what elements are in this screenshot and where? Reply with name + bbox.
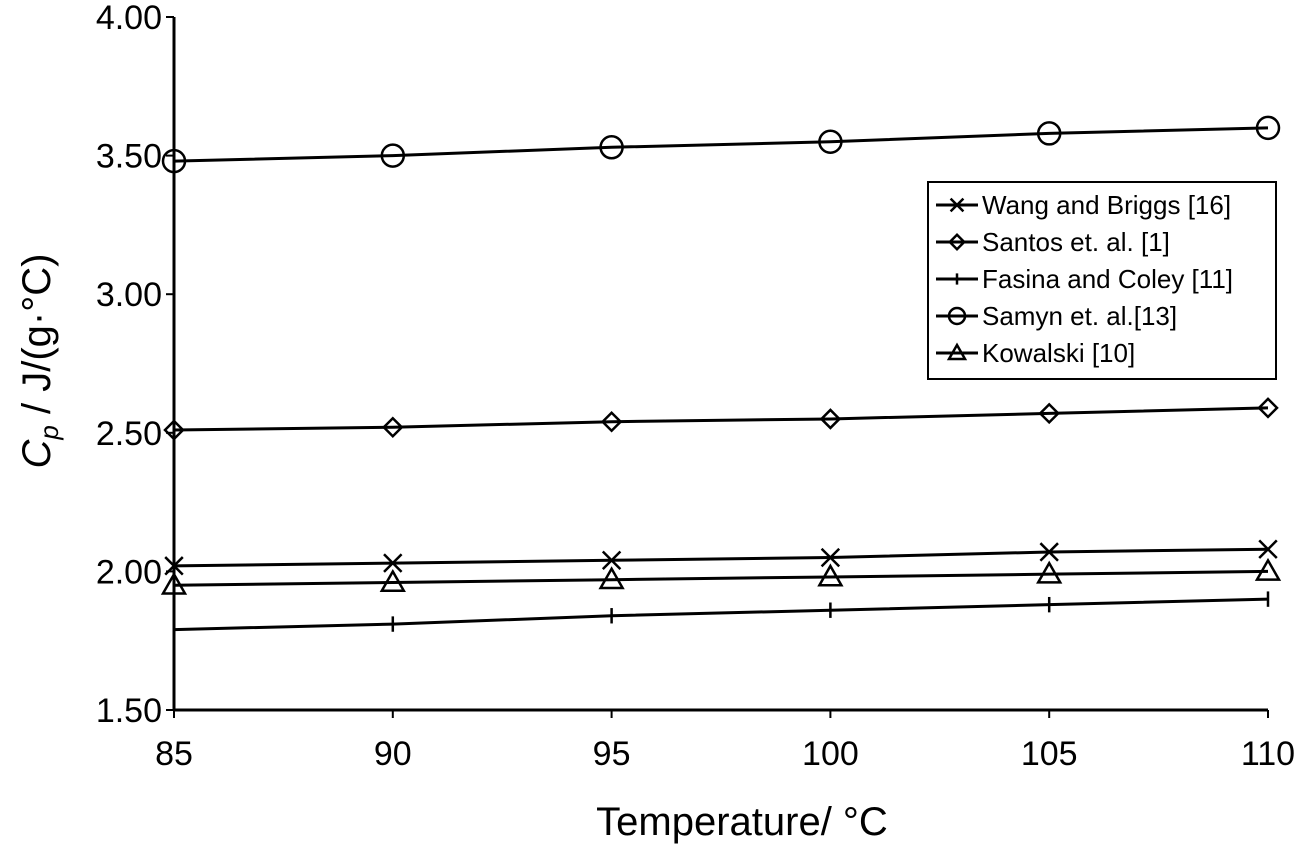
x-tick-label: 95 — [593, 735, 631, 773]
legend-item: Kowalski [10] — [936, 338, 1135, 368]
x-tick-label: 100 — [802, 735, 859, 773]
data-point — [1038, 402, 1060, 425]
data-point — [1036, 560, 1063, 584]
series-line — [173, 406, 1269, 432]
series-line — [173, 547, 1269, 568]
x-axis-title: Temperature/ °C — [596, 800, 888, 844]
series-circle — [161, 115, 1281, 174]
y-tick-label: 3.50 — [96, 138, 162, 176]
y-tick-label: 4.00 — [96, 0, 162, 37]
legend-item: Wang and Briggs [16] — [936, 190, 1231, 220]
series-line — [173, 569, 1269, 587]
series-line — [173, 126, 1269, 163]
axes: 1.50 2.00 2.50 3.00 3.50 4.00 85 90 95 100 105 110 — [96, 0, 1295, 773]
legend-item: Samyn et. al.[13] — [936, 301, 1177, 331]
x-tick-label: 85 — [155, 735, 193, 773]
data-point — [382, 416, 404, 439]
data-point — [598, 566, 625, 590]
data-point — [601, 550, 622, 570]
data-point — [379, 568, 406, 592]
x-tick-label: 90 — [374, 735, 412, 773]
legend-label: Samyn et. al.[13] — [982, 301, 1177, 331]
legend-item: Fasina and Coley [11] — [936, 264, 1233, 294]
data-point — [1257, 397, 1279, 419]
y-axis-title-main: C — [15, 438, 59, 468]
data-point — [599, 135, 624, 160]
series-x — [164, 539, 1278, 576]
data-point — [1254, 557, 1282, 581]
data-point — [1036, 121, 1062, 146]
legend-label: Wang and Briggs [16] — [982, 190, 1231, 220]
legend-item: Santos et. al. [1] — [936, 227, 1170, 257]
series-triangle — [160, 557, 1282, 595]
legend-label: Kowalski [10] — [982, 338, 1135, 368]
legend-marker — [946, 342, 968, 361]
legend-marker — [947, 306, 967, 326]
data-point — [818, 129, 843, 154]
data-point — [1258, 539, 1278, 559]
y-axis-title: Cp / J/(g·°C) — [15, 254, 64, 469]
series-plus — [172, 591, 1270, 638]
x-tick-label: 105 — [1021, 735, 1078, 773]
data-point — [600, 410, 623, 433]
data-point — [817, 563, 844, 587]
series-diamond — [163, 397, 1279, 441]
data-point — [1039, 542, 1059, 562]
legend-label: Fasina and Coley [11] — [982, 264, 1233, 294]
data-point — [820, 547, 841, 568]
legend: Wang and Briggs [16] Santos et. al. [1] Fa… — [927, 181, 1277, 380]
legend-label: Santos et. al. [1] — [982, 227, 1170, 257]
plot-area — [160, 115, 1282, 638]
y-axis-title-subscript: p — [34, 425, 64, 440]
x-tick-label: 110 — [1241, 735, 1295, 773]
data-point — [819, 408, 842, 430]
data-point — [380, 143, 406, 168]
legend-marker — [948, 233, 966, 251]
legend-marker — [949, 197, 965, 213]
series-line — [173, 597, 1269, 632]
data-point — [1255, 115, 1281, 141]
y-tick-label: 3.00 — [96, 276, 162, 314]
data-point — [383, 553, 403, 573]
legend-box — [927, 181, 1277, 380]
y-tick-label: 1.50 — [96, 692, 162, 730]
y-tick-label: 2.00 — [96, 553, 162, 591]
y-tick-label: 2.50 — [96, 415, 162, 453]
y-axis-title-rest: / J/(g·°C) — [15, 254, 59, 426]
